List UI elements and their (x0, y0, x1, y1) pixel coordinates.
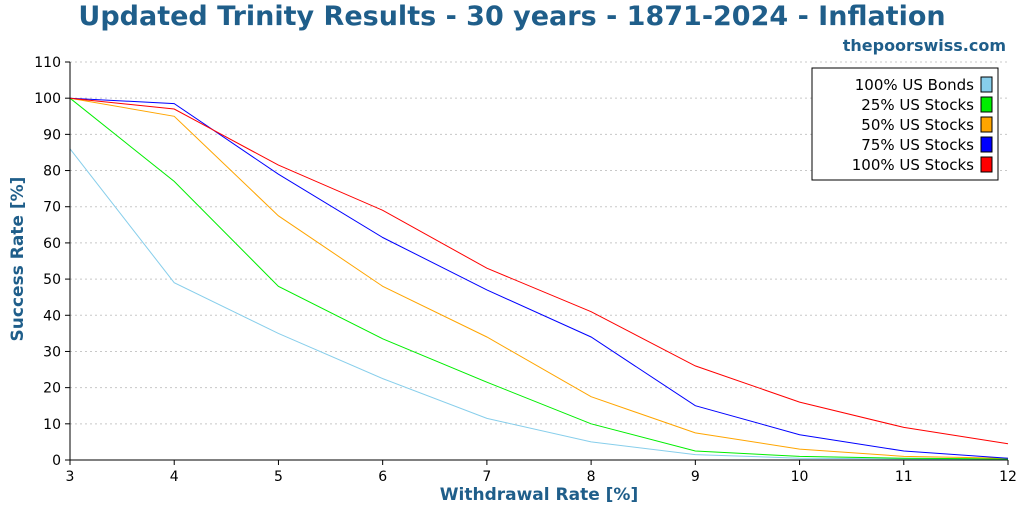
legend-label-3: 50% US Stocks (861, 116, 974, 134)
x-tick-label: 5 (274, 469, 283, 485)
y-tick-label: 70 (43, 200, 61, 216)
legend-swatch-4 (980, 136, 993, 153)
y-tick-label: 80 (43, 164, 61, 180)
x-tick-label: 12 (999, 469, 1017, 485)
legend-box (811, 67, 999, 181)
x-axis-label: Withdrawal Rate [%] (440, 485, 638, 505)
y-tick-label: 90 (43, 127, 61, 143)
legend-label-5: 100% US Stocks (852, 156, 974, 174)
legend-swatch-3 (980, 116, 993, 133)
x-tick-label: 6 (378, 469, 387, 485)
legend-label-4: 75% US Stocks (861, 136, 974, 154)
y-tick-label: 30 (43, 344, 61, 360)
x-tick-label: 9 (691, 469, 700, 485)
x-tick-label: 11 (895, 469, 913, 485)
y-tick-label: 50 (43, 272, 61, 288)
y-tick-label: 10 (43, 417, 61, 433)
legend-swatch-1 (980, 76, 993, 93)
y-axis-ticks: 0 10 20 30 40 50 60 70 80 90 100 110 (34, 55, 70, 469)
x-tick-label: 3 (66, 469, 75, 485)
y-tick-label: 60 (43, 236, 61, 252)
chart-subtitle: thepoorswiss.com (843, 36, 1006, 55)
legend-label-2: 25% US Stocks (861, 96, 974, 114)
legend-label-1: 100% US Bonds (855, 76, 974, 94)
legend: 100% US Bonds 25% US Stocks 50% US Stocks 7… (811, 67, 999, 181)
y-tick-label: 20 (43, 381, 61, 397)
series-line-5 (69, 97, 1009, 445)
series-line-2 (69, 97, 1009, 460)
plot-lines (69, 97, 1009, 460)
x-axis-ticks: 3 4 5 6 7 8 9 10 11 12 (66, 460, 1017, 485)
series-line-4 (69, 97, 1009, 459)
series-line-1 (69, 148, 1009, 460)
y-tick-label: 100 (34, 91, 61, 107)
y-tick-label: 0 (52, 453, 61, 469)
x-tick-label: 7 (482, 469, 491, 485)
x-tick-label: 8 (587, 469, 596, 485)
x-tick-label: 4 (170, 469, 179, 485)
x-tick-label: 10 (791, 469, 809, 485)
legend-swatch-5 (980, 156, 993, 173)
y-tick-label: 110 (34, 55, 61, 71)
legend-swatch-2 (980, 96, 993, 113)
chart-title: Updated Trinity Results - 30 years - 187… (78, 1, 945, 32)
y-tick-label: 40 (43, 308, 61, 324)
series-line-3 (69, 97, 1009, 459)
y-axis-label: Success Rate [%] (8, 177, 28, 342)
